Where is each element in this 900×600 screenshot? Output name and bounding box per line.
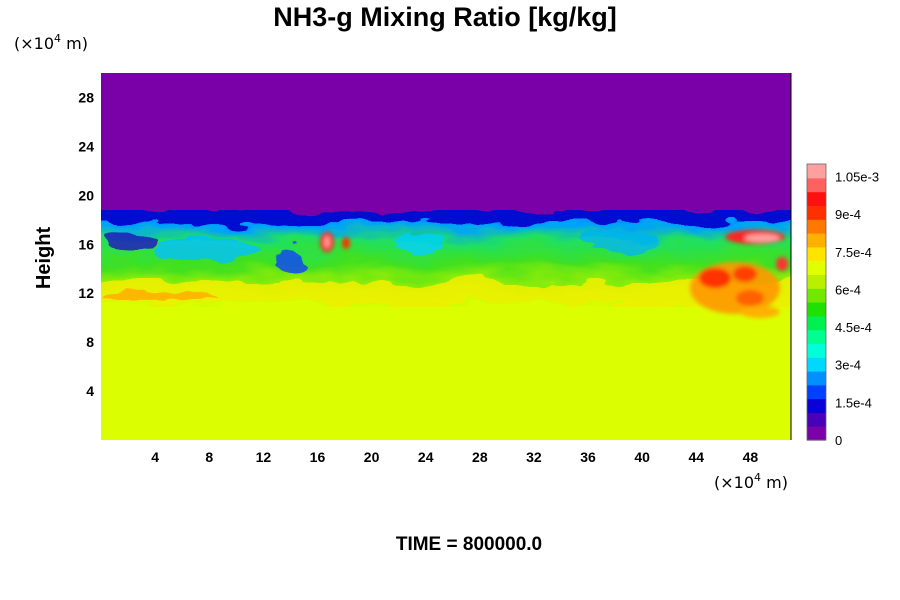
x-axis-ticks: 4 8 12 16 20 24 28 32 36 40 44 48 [151, 449, 758, 465]
colorbar-swatch [807, 233, 826, 248]
colorbar-tick-label: 7.5e-4 [835, 245, 872, 260]
colorbar-swatch [807, 260, 826, 275]
x-tick-label: 20 [364, 449, 380, 465]
yellow-orange-fringe [101, 282, 791, 302]
colorbar [806, 163, 827, 441]
eddy [105, 230, 155, 250]
x-tick-label: 16 [310, 449, 326, 465]
eddy [150, 238, 260, 262]
colorbar-swatch [807, 384, 826, 400]
y-axis-title: Height [33, 227, 55, 290]
y-unit-label: (×104 m) [14, 32, 88, 53]
orange-streak [101, 292, 220, 300]
hot-spot [740, 306, 780, 318]
y-tick-label: 16 [78, 236, 94, 252]
colorbar-swatch [807, 426, 826, 441]
x-tick-label: 12 [256, 449, 272, 465]
hot-spot [744, 234, 780, 242]
colorbar-ticks: 0 1.5e-4 3e-4 4.5e-4 6e-4 7.5e-4 9e-4 1.05e-3 [835, 170, 879, 448]
colorbar-swatch [807, 274, 826, 289]
colorbar-swatch [807, 398, 826, 413]
colorbar-swatch [807, 205, 826, 220]
colorbar-swatch [807, 329, 826, 344]
colorbar-swatch [807, 191, 826, 206]
hot-spot [733, 266, 757, 282]
x-tick-label: 28 [472, 449, 488, 465]
eddy [580, 228, 660, 248]
hot-spot [699, 268, 731, 288]
x-tick-label: 4 [151, 449, 159, 465]
colorbar-swatch [807, 357, 826, 372]
colorbar-swatch [807, 315, 826, 331]
colorbar-tick-label: 1.05e-3 [835, 170, 879, 185]
y-tick-label: 12 [78, 285, 94, 301]
y-tick-label: 20 [78, 187, 94, 203]
x-tick-label: 32 [526, 449, 542, 465]
colorbar-tick-label: 1.5e-4 [835, 395, 872, 410]
colorbar-tick-label: 4.5e-4 [835, 320, 872, 335]
x-tick-label: 48 [743, 449, 759, 465]
colorbar-tick-label: 6e-4 [835, 282, 861, 297]
chart-title: NH3-g Mixing Ratio [kg/kg] [273, 2, 617, 32]
colorbar-swatch [807, 177, 826, 193]
eddy [395, 233, 445, 251]
colorbar-swatch [807, 302, 826, 317]
colorbar-tick-label: 0 [835, 433, 842, 448]
dark-blue-top-edge [101, 210, 791, 222]
hot-spot [776, 257, 788, 271]
y-tick-label: 4 [86, 383, 94, 399]
colorbar-tick-label: 3e-4 [835, 358, 861, 373]
colorbar-swatch [807, 164, 826, 179]
x-tick-label: 24 [418, 449, 434, 465]
hot-spot [736, 290, 764, 306]
mixing-zone [101, 210, 791, 307]
hot-spot [342, 237, 350, 249]
y-axis-ticks: 4 8 12 16 20 24 28 [78, 89, 94, 399]
eddy [276, 248, 304, 276]
y-tick-label: 8 [86, 334, 94, 350]
colorbar-swatch [807, 343, 826, 358]
x-tick-label: 8 [205, 449, 213, 465]
colorbar-swatch [807, 288, 826, 303]
x-unit-label: (×104 m) [714, 471, 788, 492]
hot-spots [320, 230, 788, 318]
hot-spot [324, 236, 330, 248]
time-label: TIME = 800000.0 [396, 534, 542, 555]
colorbar-tick-label: 9e-4 [835, 207, 861, 222]
colorbar-swatch [807, 412, 826, 427]
x-tick-label: 40 [634, 449, 650, 465]
colorbar-swatch [807, 371, 826, 386]
y-tick-label: 28 [78, 89, 94, 105]
x-tick-label: 44 [689, 449, 705, 465]
colorbar-swatch [807, 219, 826, 234]
lower-layer-field [101, 300, 791, 440]
colorbar-frame [806, 163, 827, 441]
x-tick-label: 36 [580, 449, 596, 465]
y-tick-label: 24 [78, 138, 94, 154]
heatmap-plot [101, 73, 791, 440]
colorbar-swatch [807, 246, 826, 262]
